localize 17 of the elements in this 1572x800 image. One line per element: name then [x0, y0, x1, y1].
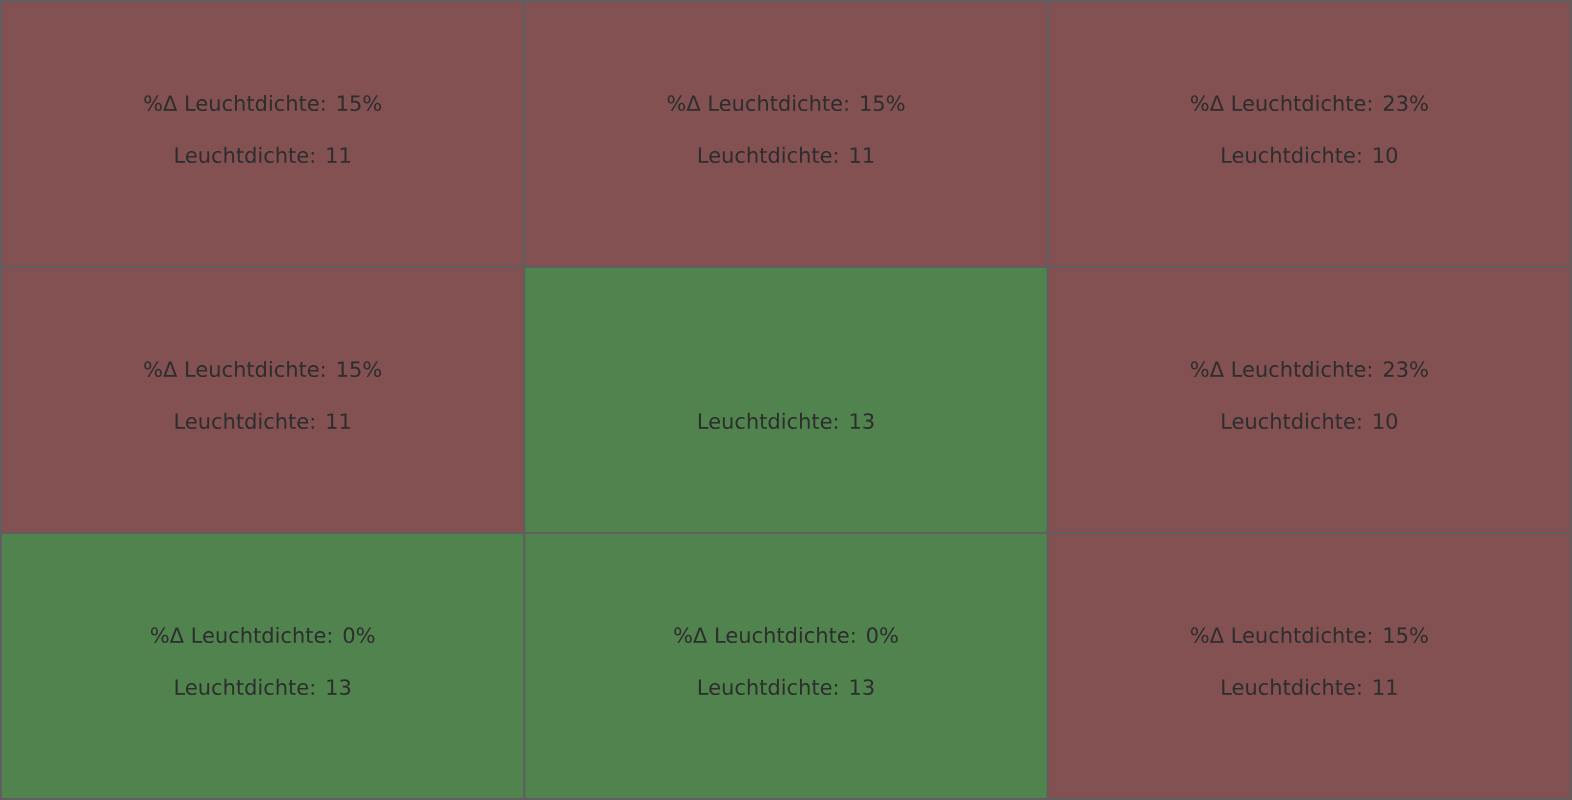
annotation: %Δ Leuchtdichte: 23%	[1190, 360, 1428, 378]
annotation: %Δ Leuchtdichte: 15%	[667, 94, 905, 112]
data-label: Leuchtdichte: 11	[175, 412, 350, 430]
data-label: Leuchtdichte: 13	[698, 412, 874, 430]
annotation: %Δ Leuchtdichte: 23%	[1190, 94, 1428, 112]
annotation: %Δ Leuchtdichte: 0%	[674, 626, 898, 644]
annotation: %Δ Leuchtdichte: 15%	[144, 360, 382, 378]
data-label: Leuchtdichte: 10	[1222, 146, 1398, 164]
data-label: Leuchtdichte: 11	[1222, 678, 1397, 696]
data-label: Leuchtdichte: 10	[1222, 412, 1398, 430]
data-label: Leuchtdichte: 13	[698, 678, 874, 696]
annotation: %Δ Leuchtdichte: 15%	[144, 94, 382, 112]
data-label: Leuchtdichte: 11	[698, 146, 874, 164]
annotation: %Δ Leuchtdichte: 0%	[150, 626, 375, 644]
data-label: Leuchtdichte: 11	[175, 146, 350, 164]
data-label: Leuchtdichte: 13	[175, 678, 351, 696]
annotation: %Δ Leuchtdichte: 15%	[1190, 626, 1428, 644]
